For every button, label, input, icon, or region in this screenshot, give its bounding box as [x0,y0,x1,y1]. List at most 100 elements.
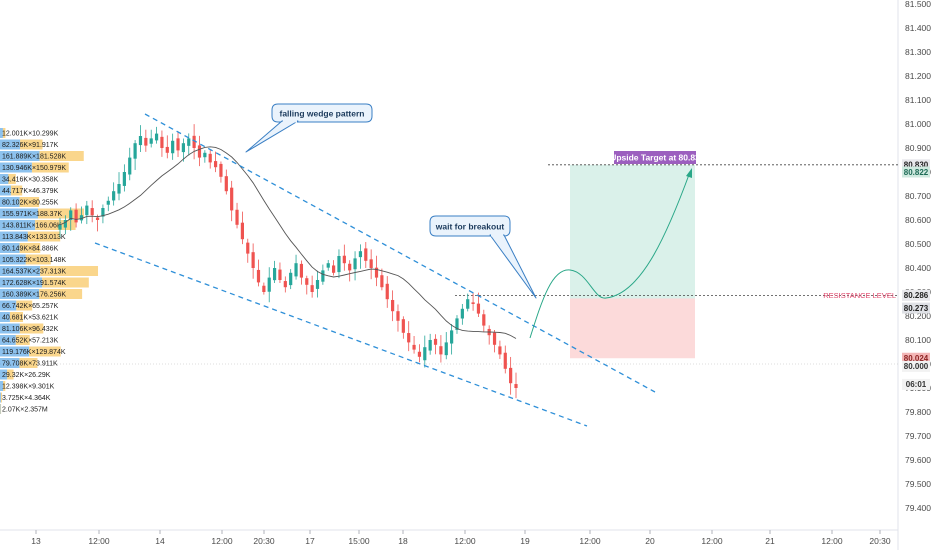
upside-target-label: Upside Target at 80.83 [610,153,700,163]
price-tick-label: 79.500 [905,479,931,489]
candle [476,292,481,318]
candle [256,259,261,287]
price-tag-label: 80.830 [904,161,929,170]
candle [165,135,169,159]
candle-body [85,205,89,216]
wait-breakout-label: wait for breakout [435,222,505,232]
volume-profile-label: 172.628K×191.574K [2,280,66,287]
candle [385,276,389,308]
price-tick-label: 79.700 [905,431,931,441]
candle-body [299,263,304,278]
candle-body [503,352,507,369]
time-tick-label: 12:00 [454,536,476,546]
volume-profile-sell-bar [0,197,20,207]
candle-body [256,269,261,283]
volume-profile-sell-bar [0,220,36,230]
volume-profile-buy-bar [16,300,33,311]
candle [364,242,368,268]
volume-profile-label: 161.889K×181.528K [2,154,66,161]
candle [455,315,459,334]
moving-average-line [59,146,517,339]
wedge-lower-trendline[interactable] [94,242,588,427]
time-axis[interactable]: 13 12:00 14 12:00 20:30 17 15:00 18 12:00 19 12:00… [31,530,891,546]
volume-profile-buy-bar [40,266,99,276]
price-tag-label: 80.822 [904,168,929,177]
candle-body [348,263,352,271]
candle-body [417,351,422,357]
candle-body [240,222,244,240]
falling-wedge-callout[interactable]: falling wedge pattern [245,103,373,153]
candle [305,275,309,295]
volume-profile-buy-bar [3,381,6,391]
candle-body [187,138,191,146]
candle-body [171,140,175,154]
candle [90,200,94,223]
volume-profile-sell-bar [0,369,8,380]
candle [197,135,202,167]
time-tick-label: 18 [398,536,408,546]
price-tag-label: 80.273 [904,304,929,313]
price-tick-label: 81.200 [905,71,931,81]
volume-profile-label: 29.32K×26.29K [2,372,51,379]
volume-profile-buy-bar [0,404,2,414]
price-tick-label: 80.700 [905,191,931,201]
time-tick-label: 19 [520,536,530,546]
candle-body [79,215,84,221]
wedge-upper-trendline[interactable] [144,113,656,393]
candle-body [460,308,464,319]
volume-profile-sell-bar [0,243,20,253]
time-tick-label: 15:00 [348,536,370,546]
candle-body [305,278,309,285]
wait-breakout-callout[interactable]: wait for breakout [429,215,537,299]
price-tag-label: 06:01 [906,380,927,389]
volume-profile-sell-bar [0,335,16,345]
volume-profile-buy-bar [38,208,84,219]
candle-body [289,272,293,286]
candle-body [154,133,159,141]
candle-body [149,138,153,144]
candle-body [471,302,475,304]
volume-profile-label: 155.971K×188.37K [2,211,62,218]
volume-profile-label: 160.389K×176.256K [2,292,66,299]
candle [460,303,464,325]
price-tag-bg [902,302,930,314]
candle-body [450,330,454,344]
candle [112,182,116,206]
projection-curve[interactable] [529,171,691,339]
volume-profile-label: 34.416K×30.358K [2,177,59,184]
volume-profile-label: 143.811K×166.06K [2,223,62,230]
candle [187,133,191,156]
candle [466,293,470,312]
time-tick-label: 20:30 [253,536,275,546]
candle [332,260,336,276]
candle-body [90,208,94,216]
candle [412,335,416,354]
time-tick-label: 14 [155,536,165,546]
candle-body [492,332,497,345]
candle [95,214,100,232]
volume-profile-buy-bar [0,392,2,403]
candle-body [69,210,73,220]
price-tick-label: 79.800 [905,407,931,417]
candle-body [58,224,62,230]
price-tag-label: 80.024 [904,354,929,363]
target-zone [570,164,695,299]
candle-body [380,275,384,288]
candle-body [358,251,363,258]
candle-body [128,157,132,175]
candle-body [160,136,164,148]
volume-profile-buy-bar [42,277,89,288]
volume-profile-buy-bar [10,185,23,196]
volume-profile-label: 64.652K×57.213K [2,338,59,345]
candle [294,254,298,280]
candle [74,203,78,228]
candle [299,260,304,285]
candle [176,131,180,158]
volume-profile: 12.001K×10.299K 82.326K×91.917K 161.889K×1… [0,128,99,414]
candle-body [267,277,271,292]
candle-body [385,283,389,300]
candle-body [391,299,395,312]
candle [213,151,218,173]
candle [160,130,164,157]
